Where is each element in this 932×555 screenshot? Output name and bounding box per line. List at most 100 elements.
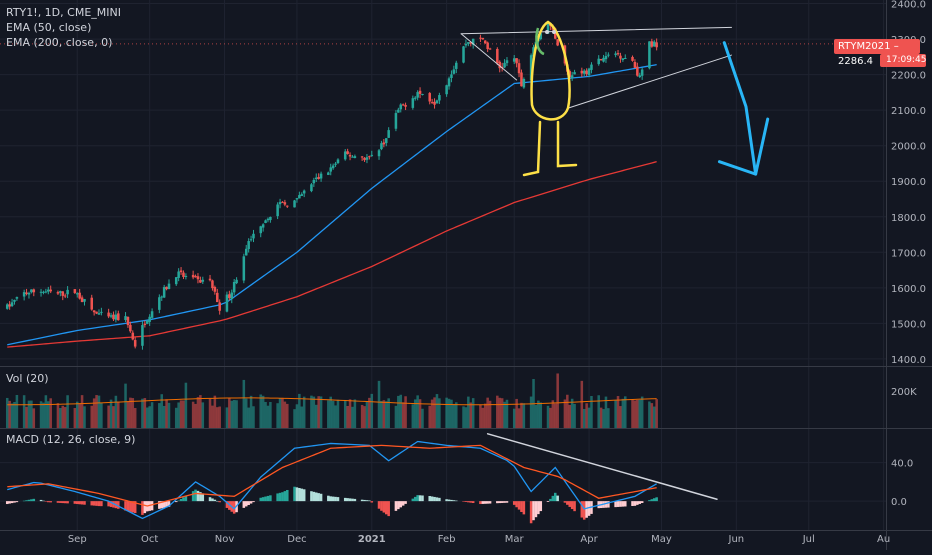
candle[interactable] (184, 275, 188, 277)
candle[interactable] (435, 100, 439, 104)
candle[interactable] (334, 163, 337, 165)
candle[interactable] (249, 239, 253, 241)
candle[interactable] (314, 177, 318, 180)
candle[interactable] (269, 216, 272, 221)
candle[interactable] (503, 62, 506, 68)
candle[interactable] (631, 56, 634, 61)
candle[interactable] (225, 294, 229, 312)
candle[interactable] (401, 104, 405, 106)
candle[interactable] (44, 291, 48, 293)
candle[interactable] (602, 57, 605, 62)
candle[interactable] (353, 156, 357, 158)
candle[interactable] (32, 289, 36, 293)
candle[interactable] (488, 48, 492, 50)
candle[interactable] (196, 276, 200, 280)
candle[interactable] (336, 159, 340, 164)
candle[interactable] (590, 64, 593, 70)
candle[interactable] (213, 286, 217, 292)
candle[interactable] (145, 320, 149, 324)
candle[interactable] (143, 323, 147, 325)
macd-trendline[interactable] (486, 433, 718, 500)
candle[interactable] (587, 68, 591, 76)
candle[interactable] (47, 289, 50, 292)
candle[interactable] (310, 184, 313, 192)
candle[interactable] (633, 61, 637, 68)
candle[interactable] (546, 23, 550, 34)
candle[interactable] (604, 56, 608, 60)
down-arrow-drawing[interactable] (717, 41, 758, 176)
candle[interactable] (174, 277, 178, 285)
candle[interactable] (150, 311, 154, 318)
candle[interactable] (167, 283, 171, 289)
candle[interactable] (252, 233, 255, 239)
candle[interactable] (464, 43, 468, 46)
candle[interactable] (421, 94, 424, 96)
candle[interactable] (278, 202, 282, 205)
candle[interactable] (655, 42, 658, 48)
candle[interactable] (295, 198, 299, 200)
ema50-legend[interactable]: EMA (50, close) (6, 21, 92, 34)
vol-legend[interactable]: Vol (20) (6, 372, 49, 385)
candle[interactable] (165, 286, 168, 290)
candle[interactable] (430, 102, 434, 104)
candle[interactable] (479, 37, 482, 39)
candle[interactable] (512, 58, 516, 62)
candle[interactable] (483, 40, 487, 44)
candle[interactable] (343, 151, 347, 160)
candle[interactable] (293, 200, 296, 208)
candle[interactable] (13, 299, 16, 302)
candle[interactable] (614, 53, 617, 56)
candle[interactable] (648, 41, 651, 69)
candle[interactable] (452, 69, 456, 74)
candle[interactable] (177, 271, 180, 278)
candle[interactable] (570, 75, 574, 79)
candle[interactable] (10, 302, 14, 307)
candle[interactable] (522, 78, 526, 88)
candle[interactable] (438, 95, 441, 101)
candle[interactable] (399, 104, 403, 110)
candle[interactable] (365, 157, 369, 160)
candle[interactable] (498, 61, 502, 69)
candle[interactable] (331, 165, 335, 169)
candle[interactable] (384, 138, 388, 144)
candle[interactable] (481, 37, 485, 40)
candle[interactable] (471, 38, 475, 45)
candle[interactable] (73, 289, 77, 293)
candle[interactable] (235, 279, 238, 284)
candle[interactable] (179, 270, 183, 273)
candle[interactable] (462, 46, 465, 63)
candle[interactable] (455, 62, 458, 69)
candle[interactable] (517, 63, 521, 74)
candle[interactable] (397, 109, 400, 113)
candle[interactable] (100, 311, 103, 313)
candle[interactable] (266, 218, 270, 221)
candle[interactable] (126, 316, 130, 326)
candle[interactable] (520, 72, 523, 87)
candle[interactable] (286, 205, 289, 207)
candle[interactable] (259, 226, 262, 234)
candle[interactable] (25, 292, 28, 294)
candle[interactable] (92, 310, 96, 313)
candle[interactable] (413, 97, 417, 99)
candle[interactable] (467, 42, 470, 44)
candle[interactable] (382, 142, 386, 145)
candle[interactable] (327, 172, 330, 175)
candle[interactable] (131, 332, 135, 340)
candle[interactable] (8, 304, 11, 307)
candle[interactable] (15, 297, 19, 299)
candle[interactable] (264, 220, 267, 224)
candle[interactable] (232, 282, 236, 293)
candle[interactable] (553, 28, 557, 39)
candle[interactable] (90, 297, 94, 310)
candle[interactable] (652, 41, 656, 47)
candle[interactable] (539, 33, 543, 40)
candle[interactable] (218, 302, 221, 311)
candle[interactable] (418, 90, 422, 94)
candle[interactable] (30, 289, 33, 293)
candle[interactable] (505, 60, 509, 64)
candle[interactable] (619, 55, 622, 59)
candle[interactable] (133, 340, 137, 347)
candle[interactable] (75, 293, 79, 295)
candle[interactable] (363, 157, 366, 161)
